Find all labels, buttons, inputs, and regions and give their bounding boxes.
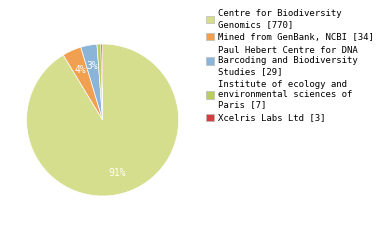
Legend: Centre for Biodiversity
Genomics [770], Mined from GenBank, NCBI [34], Paul Hebe: Centre for Biodiversity Genomics [770], … [206,9,374,123]
Wedge shape [27,44,179,196]
Text: 3%: 3% [87,61,98,71]
Wedge shape [63,47,103,120]
Text: 4%: 4% [74,65,86,75]
Text: 91%: 91% [109,168,126,178]
Wedge shape [81,44,103,120]
Wedge shape [97,44,103,120]
Wedge shape [101,44,103,120]
